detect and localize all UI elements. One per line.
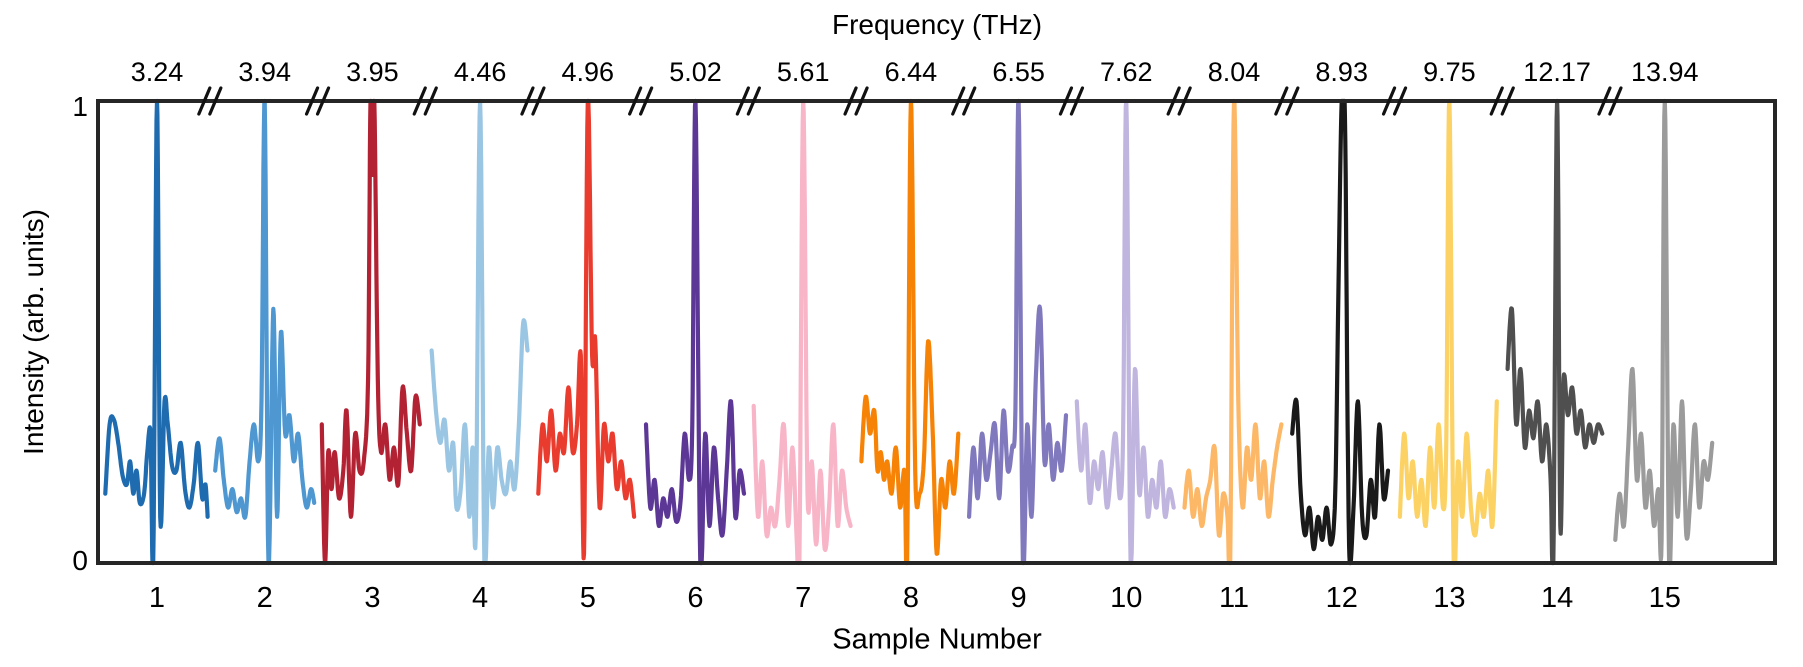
sample-tick-label: 3: [364, 582, 380, 614]
frequency-tick-label: 3.95: [346, 57, 399, 87]
frequency-tick-label: 7.62: [1100, 57, 1153, 87]
spectrum-trace-sample-9: [967, 98, 1069, 566]
spectrum-trace-sample-3: [319, 98, 422, 566]
spectrum-trace-sample-5: [536, 98, 637, 561]
frequency-tick-label: 5.61: [777, 57, 830, 87]
axis-break-mark: [1069, 86, 1085, 116]
spectrum-trace-sample-13: [1397, 98, 1499, 566]
axis-break-mark: [531, 86, 546, 116]
axis-break-mark: [1274, 86, 1289, 116]
sample-tick-label: 8: [903, 582, 919, 614]
frequency-tick-label: 6.44: [885, 57, 938, 87]
axis-break-mark: [197, 86, 212, 116]
axis-break-mark: [1381, 86, 1397, 116]
sample-tick-label: 11: [1219, 582, 1249, 614]
axis-break-mark: [746, 86, 761, 116]
axis-break-mark: [520, 86, 535, 116]
spectrum-trace-sample-6: [643, 98, 747, 566]
sample-tick-label: 4: [472, 582, 488, 614]
sample-tick-label: 12: [1326, 582, 1358, 614]
spectrum-trace-sample-7: [751, 98, 853, 566]
plot-frame: [96, 99, 1777, 565]
frequency-tick-label: 3.24: [131, 57, 184, 87]
sample-tick-label: 1: [149, 582, 165, 614]
frequency-tick-label: 5.02: [669, 57, 722, 87]
axis-break-mark: [639, 86, 654, 116]
sample-tick-label: 5: [580, 582, 596, 614]
axis-break-mark: [628, 86, 643, 116]
bottom-axis-title: Sample Number: [832, 623, 1042, 656]
axis-break-mark: [962, 86, 977, 116]
spectrum-trace-sample-14: [1505, 98, 1605, 566]
spectrum-trace-sample-12: [1290, 98, 1391, 566]
axis-break-mark: [423, 86, 438, 116]
y-tick-label-0: 0: [72, 545, 88, 576]
sample-tick-label: 15: [1649, 582, 1681, 614]
sample-tick-label: 2: [257, 582, 273, 614]
axis-break-mark: [843, 86, 858, 116]
axis-break-mark: [1166, 86, 1181, 116]
axis-break-mark: [1608, 86, 1623, 116]
spectrum-trace-sample-1: [103, 98, 210, 566]
axis-break-mark: [208, 86, 223, 116]
sample-tick-label: 14: [1541, 582, 1573, 614]
spectrum-trace-sample-8: [859, 98, 961, 566]
axis-break-mark: [1285, 86, 1300, 116]
axis-break-mark: [854, 86, 869, 116]
sample-tick-label: 7: [795, 582, 811, 614]
y-axis-title: Intensity (arb. units): [18, 209, 49, 455]
axis-break-mark: [1489, 86, 1504, 116]
axis-break-mark: [1177, 86, 1192, 116]
spectrum-trace-sample-11: [1182, 98, 1284, 566]
spectrum-trace-sample-4: [429, 98, 530, 566]
sample-tick-label: 6: [687, 582, 703, 614]
spectrum-trace-sample-10: [1074, 98, 1176, 566]
sample-tick-label: 10: [1110, 582, 1142, 614]
axis-break-mark: [951, 86, 966, 116]
axis-break-mark: [304, 86, 320, 116]
frequency-tick-label: 6.55: [992, 57, 1045, 87]
axis-break-mark: [1392, 86, 1408, 116]
spectrum-trace-sample-15: [1613, 98, 1715, 566]
y-tick-label-1: 1: [72, 91, 88, 122]
sample-tick-label: 9: [1011, 582, 1027, 614]
frequency-tick-label: 8.04: [1208, 57, 1261, 87]
spectrum-trace-sample-2: [213, 98, 317, 566]
axis-break-mark: [412, 86, 427, 116]
axis-break-mark: [1058, 86, 1074, 116]
axis-break-mark: [1597, 86, 1612, 116]
axis-break-mark: [315, 86, 331, 116]
frequency-tick-label: 3.94: [238, 57, 291, 87]
axis-break-mark: [1500, 86, 1515, 116]
frequency-tick-label: 13.94: [1631, 57, 1699, 87]
top-axis-title: Frequency (THz): [831, 9, 1043, 40]
frequency-tick-label: 4.96: [562, 57, 615, 87]
sample-tick-label: 13: [1433, 582, 1465, 614]
frequency-tick-label: 4.46: [454, 57, 507, 87]
frequency-tick-label: 9.75: [1423, 57, 1476, 87]
frequency-tick-label: 12.17: [1523, 57, 1591, 87]
frequency-tick-label: 8.93: [1315, 57, 1368, 87]
axis-break-mark: [735, 86, 750, 116]
